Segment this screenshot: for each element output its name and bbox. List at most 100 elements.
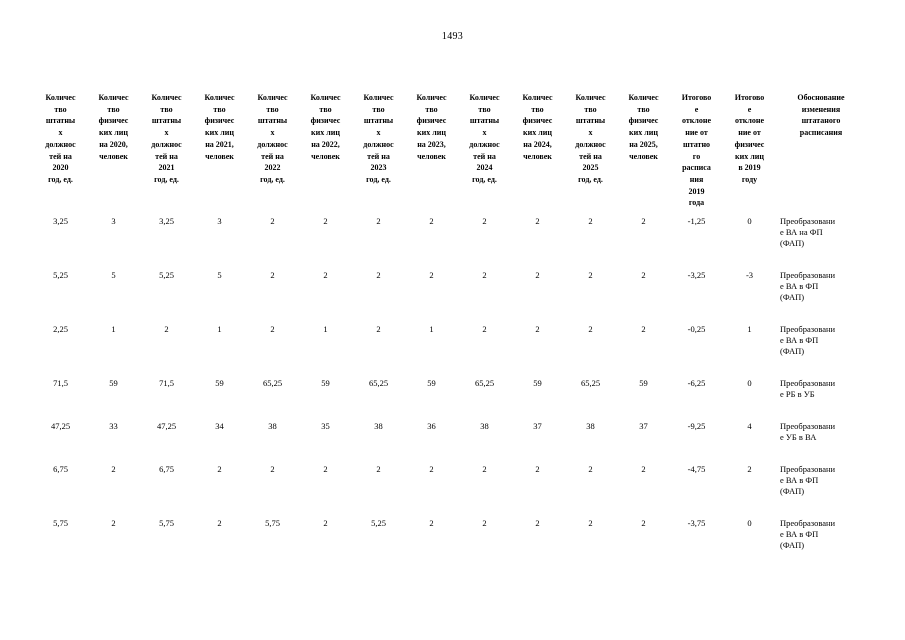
table-cell: 65,25 (580, 378, 601, 389)
table-header-row: Количес тво штатны х должнос тей на 2020… (34, 92, 866, 216)
table-cell: 59 (321, 378, 330, 389)
table-cell: 59 (533, 378, 542, 389)
table-cell: 6,75 (159, 464, 174, 475)
header-cell-staff-2023: Количес тво штатны х должнос тей на 2023… (363, 93, 394, 184)
header-cell-persons-2023: Количес тво физичес ких лиц на 2023, чел… (416, 93, 447, 161)
table-cell: 2 (482, 216, 487, 227)
justification-cell: Преобразование УБ в ВА (776, 421, 866, 464)
justification-text: Преобразование ВА в ФП (ФАП) (780, 270, 836, 303)
justification-cell: Преобразование ВА на ФП (ФАП) (776, 216, 866, 270)
table-row: 6,75 2 6,75 2 2 2 2 2 2 2 2 2 -4,75 2 Пр… (34, 464, 866, 518)
justification-text: Преобразование ВА в ФП (ФАП) (780, 324, 836, 357)
table-cell: 2 (535, 324, 540, 335)
table-cell: 2 (482, 324, 487, 335)
table-cell: 0 (747, 518, 752, 529)
table-cell: 2 (323, 270, 328, 281)
header-cell-staff-2021: Количес тво штатны х должнос тей на 2021… (151, 93, 182, 184)
table-cell: 38 (480, 421, 489, 432)
header-cell-staff-2025: Количес тво штатны х должнос тей на 2025… (575, 93, 606, 184)
table-cell: 2,25 (53, 324, 68, 335)
header-cell-total-deviation-persons: Итогово е отклоне ние от физичес ких лиц… (734, 93, 765, 184)
header-cell-total-deviation-staff: Итогово е отклоне ние от штатно го распи… (681, 93, 712, 208)
justification-text: Преобразование УБ в ВА (780, 421, 836, 443)
table-row: 3,25 3 3,25 3 2 2 2 2 2 2 2 2 -1,25 0 Пр… (34, 216, 866, 270)
table-cell: 1 (429, 324, 434, 335)
justification-text: Преобразование РБ в УБ (780, 378, 836, 400)
table-cell: 5,25 (371, 518, 386, 529)
table-cell: -3,25 (687, 270, 706, 281)
table-cell: 2 (641, 270, 646, 281)
table-cell: -1,25 (687, 216, 706, 227)
table-cell: 71,5 (53, 378, 68, 389)
table-cell: 2 (376, 270, 381, 281)
table-cell: -9,25 (687, 421, 706, 432)
table-cell: 38 (268, 421, 277, 432)
table-cell: 1 (747, 324, 752, 335)
table-cell: 2 (376, 464, 381, 475)
table-cell: 2 (429, 216, 434, 227)
table-row: 2,25 1 2 1 2 1 2 1 2 2 2 2 -0,25 1 Преоб… (34, 324, 866, 378)
justification-text: Преобразование ВА в ФП (ФАП) (780, 464, 836, 497)
table-cell: 5,25 (53, 270, 68, 281)
table-cell: 2 (111, 518, 116, 529)
table-cell: 37 (639, 421, 648, 432)
table-cell: -3 (745, 270, 754, 281)
table-cell: 2 (482, 464, 487, 475)
table-cell: 59 (215, 378, 224, 389)
table-cell: 2 (323, 464, 328, 475)
table-cell: 5,75 (53, 518, 68, 529)
table-cell: 2 (323, 518, 328, 529)
table-row: 47,25 33 47,25 34 38 35 38 36 38 37 38 3… (34, 421, 866, 464)
justification-text: Преобразование ВА на ФП (ФАП) (780, 216, 836, 249)
table-cell: 59 (427, 378, 436, 389)
table-cell: 2 (270, 216, 275, 227)
table-cell: 3,25 (53, 216, 68, 227)
table-cell: 4 (747, 421, 752, 432)
table-cell: 2 (588, 464, 593, 475)
table-cell: 2 (588, 324, 593, 335)
header-cell-persons-2024: Количес тво физичес ких лиц на 2024, чел… (522, 93, 553, 161)
table-cell: 2 (270, 270, 275, 281)
table-cell: -6,25 (687, 378, 706, 389)
table-cell: 2 (376, 324, 381, 335)
table-cell: 1 (323, 324, 328, 335)
header-cell-staff-2020: Количес тво штатны х должнос тей на 2020… (45, 93, 76, 184)
table-cell: 38 (586, 421, 595, 432)
table-cell: -3,75 (687, 518, 706, 529)
justification-cell: Преобразование ВА в ФП (ФАП) (776, 464, 866, 518)
table-cell: 0 (747, 378, 752, 389)
table-cell: 5,25 (159, 270, 174, 281)
table-cell: 2 (588, 216, 593, 227)
table-cell: 2 (535, 270, 540, 281)
table-cell: 37 (533, 421, 542, 432)
table-row: 5,75 2 5,75 2 5,75 2 5,25 2 2 2 2 2 -3,7… (34, 518, 866, 572)
table-cell: 2 (641, 324, 646, 335)
table-cell: 6,75 (53, 464, 68, 475)
table-cell: 2 (747, 464, 752, 475)
table-cell: 2 (535, 464, 540, 475)
table-cell: 3,25 (159, 216, 174, 227)
table-cell: 5,75 (159, 518, 174, 529)
table-row: 5,25 5 5,25 5 2 2 2 2 2 2 2 2 -3,25 -3 П… (34, 270, 866, 324)
table-cell: 2 (376, 216, 381, 227)
justification-cell: Преобразование ВА в ФП (ФАП) (776, 324, 866, 378)
header-cell-persons-2021: Количес тво физичес ких лиц на 2021, чел… (204, 93, 235, 161)
table-cell: 0 (747, 216, 752, 227)
staffing-table: Количес тво штатны х должнос тей на 2020… (34, 92, 866, 572)
table-cell: 2 (535, 216, 540, 227)
header-cell-persons-2022: Количес тво физичес ких лиц на 2022, чел… (310, 93, 341, 161)
table-cell: 1 (217, 324, 222, 335)
table-cell: 5 (111, 270, 116, 281)
table-cell: 3 (217, 216, 222, 227)
justification-cell: Преобразование ВА в ФП (ФАП) (776, 270, 866, 324)
table-cell: 65,25 (474, 378, 495, 389)
header-cell-persons-2025: Количес тво физичес ких лиц на 2025, чел… (628, 93, 659, 161)
table-cell: 34 (215, 421, 224, 432)
table-cell: 59 (109, 378, 118, 389)
table-cell: 2 (482, 518, 487, 529)
page-number: 1493 (441, 31, 464, 42)
table-cell: 2 (270, 324, 275, 335)
table-row: 71,5 59 71,5 59 65,25 59 65,25 59 65,25 … (34, 378, 866, 421)
table-cell: 2 (217, 518, 222, 529)
